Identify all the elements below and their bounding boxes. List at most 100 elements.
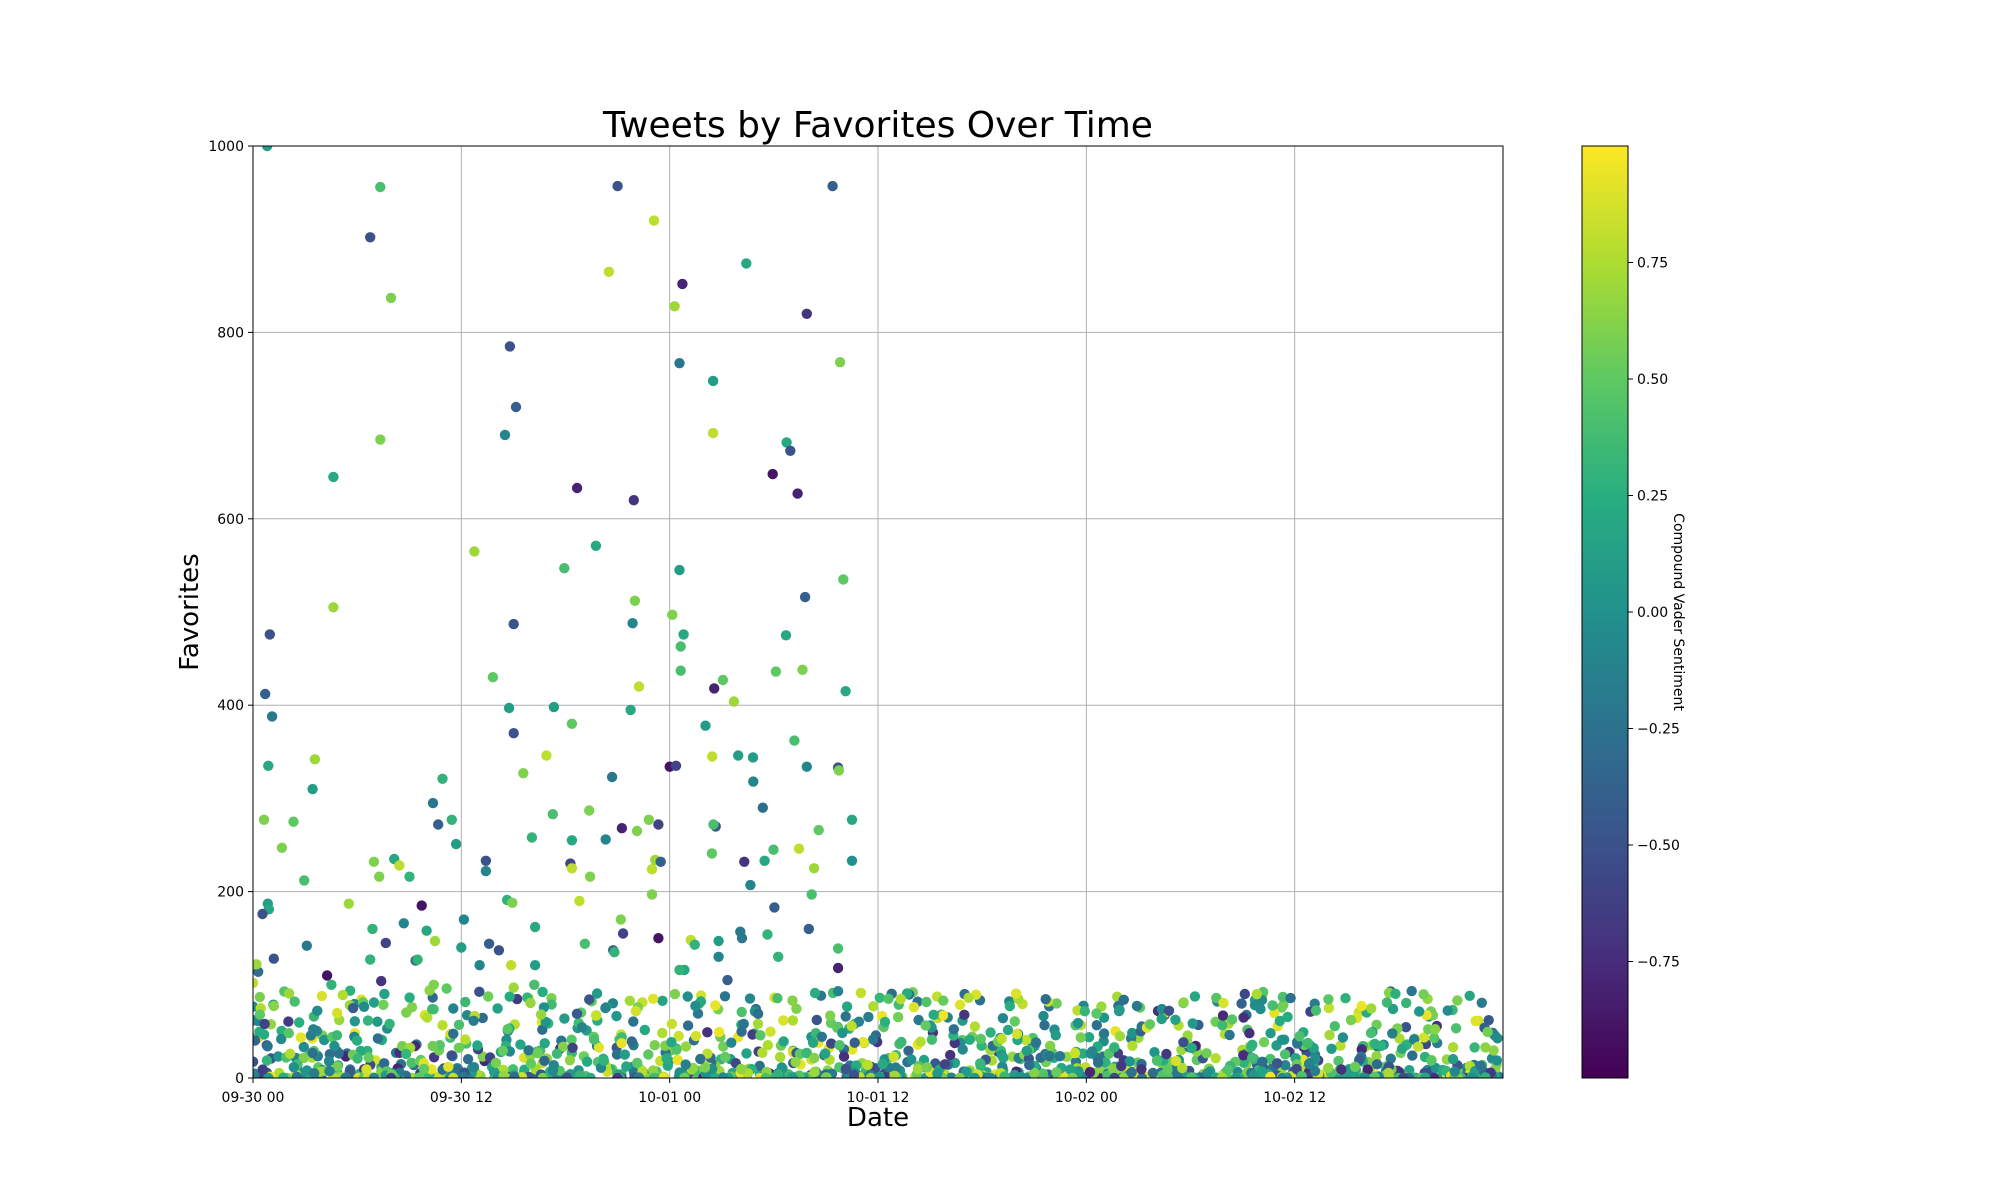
low-favorites-point [1002,1024,1014,1036]
y-axis-label: Favorites [175,553,205,670]
scatter-point [253,977,259,989]
scatter-point [428,979,439,990]
scatter-point [707,375,719,387]
scatter-point [627,618,638,629]
low-favorites-point [747,1029,758,1040]
low-favorites-point [372,1033,384,1044]
low-favorites-point [1051,1067,1062,1078]
scatter-point [793,843,805,854]
scatter-point [268,953,279,964]
scatter-point [412,954,423,965]
low-favorites-point [937,1010,949,1021]
low-favorites-point [1248,1070,1259,1078]
low-favorites-point [857,1036,869,1048]
low-favorites-point [1428,1072,1440,1078]
low-favorites-point [337,989,348,1001]
low-favorites-point [778,1015,789,1026]
low-favorites-point [863,1011,874,1023]
scatter-point [309,754,321,765]
low-favorites-point [1126,1067,1137,1078]
low-favorites-point [1326,1043,1337,1055]
low-favorites-point [682,991,693,1002]
low-favorites-point [626,1036,637,1047]
low-favorites-point [298,1052,309,1064]
low-favorites-point [307,1047,318,1059]
low-favorites-point [682,1020,694,1031]
colorbar-tick-label: 0.75 [1637,256,1668,272]
low-favorites-point [385,1072,397,1078]
low-favorites-point [278,1072,289,1078]
low-favorites-point [368,997,380,1008]
low-favorites-point [1114,1031,1126,1042]
low-favorites-point [1491,1055,1503,1066]
scatter-point [433,819,444,830]
scatter-point [722,974,733,986]
scatter-point [584,805,595,816]
low-favorites-point [999,1071,1010,1078]
scatter-point [713,935,724,947]
low-favorites-point [690,1000,701,1012]
low-favorites-point [1265,1071,1276,1078]
low-favorites-point [984,1072,995,1078]
low-favorites-point [964,1034,975,1045]
scatter-point [653,819,664,830]
scatter-point [574,895,585,907]
scatter-point [707,427,719,439]
low-favorites-point [1091,1008,1102,1019]
scatter-point [678,629,689,640]
low-favorites-point [790,1056,801,1068]
low-favorites-point [699,1062,711,1073]
low-favorites-point [1482,1026,1493,1038]
low-favorites-point [462,1054,474,1065]
x-tick-label: 09-30 00 [222,1090,285,1106]
scatter-point [529,979,540,990]
low-favorites-point [1426,1055,1437,1066]
low-favorites-point [1098,1028,1110,1039]
scatter-point [505,960,517,971]
low-favorites-point [515,1039,526,1050]
scatter-point [773,951,784,962]
low-favorites-point [1362,1064,1373,1075]
low-favorites-point [448,1028,459,1040]
low-favorites-point [1092,1057,1104,1068]
low-favorites-point [1072,1017,1084,1029]
low-favorites-point [319,1034,330,1046]
colorbar-label: Compound Vader Sentiment [1670,513,1686,711]
low-favorites-point [874,1071,885,1078]
low-favorites-point [621,1061,632,1072]
low-favorites-point [1267,1000,1278,1011]
scatter-point [713,951,724,962]
low-favorites-point [474,986,485,997]
scatter-point [741,258,752,269]
low-favorites-point [1186,1042,1197,1054]
low-favorites-point [1144,1019,1156,1030]
scatter-point [456,942,467,953]
colorbar-tick-label: −0.50 [1637,838,1680,854]
colorbar-tick-label: 0.50 [1637,372,1668,388]
low-favorites-point [1470,1015,1481,1027]
low-favorites-point [1483,1015,1494,1026]
low-favorites-point [1004,1000,1015,1012]
low-favorites-point [760,1072,771,1078]
low-favorites-point [720,1051,731,1063]
scatter-point [548,701,560,713]
low-favorites-point [283,1016,294,1027]
low-favorites-point [832,986,844,997]
low-favorites-point [1038,1010,1049,1022]
low-favorites-point [1365,1027,1377,1039]
low-favorites-point [472,1040,483,1051]
scatter-point [450,838,462,850]
low-favorites-point [1349,1061,1361,1073]
x-tick-label: 10-02 00 [1055,1090,1118,1106]
scatter-point [629,595,641,606]
low-favorites-point [418,1063,430,1075]
low-favorites-point [1136,1064,1147,1075]
low-favorites-point [351,1035,363,1046]
low-favorites-point [460,1034,471,1045]
low-favorites-point [1236,998,1247,1009]
low-favorites-point [404,992,415,1003]
low-favorites-point [1340,993,1351,1004]
low-favorites-point [298,1041,309,1053]
low-favorites-point [332,1061,343,1072]
